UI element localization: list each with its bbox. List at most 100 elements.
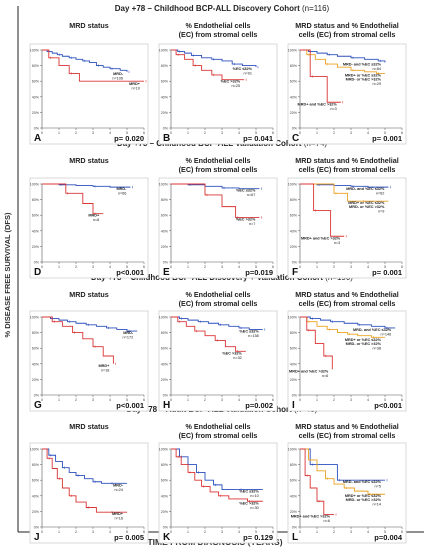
- panel-title: % Endothelial cells: [185, 21, 250, 30]
- series-line: [171, 316, 263, 330]
- series-n: n=10: [131, 86, 140, 90]
- series-line: [42, 448, 127, 484]
- y-tick-label: 0%: [34, 127, 40, 131]
- panel-letter: H: [163, 400, 170, 411]
- x-tick-label: 5: [255, 530, 257, 534]
- series-n: n=7: [249, 222, 255, 226]
- series-label: MRD+: [112, 512, 124, 516]
- series-label: MRD+: [88, 214, 100, 218]
- panel-letter: G: [34, 400, 42, 411]
- y-tick-label: 60%: [290, 479, 298, 483]
- series-label: %EC >32%: [222, 351, 242, 355]
- y-tick-label: 100%: [30, 448, 40, 452]
- x-tick-label: 0: [299, 265, 301, 269]
- x-tick-label: 0: [41, 131, 43, 135]
- x-tick-label: 6: [401, 265, 403, 269]
- x-tick-label: 1: [316, 131, 318, 135]
- panel-letter: E: [163, 267, 170, 278]
- x-tick-label: 1: [58, 131, 60, 135]
- y-tick-label: 80%: [290, 64, 298, 68]
- panel-letter: J: [34, 532, 40, 543]
- panel-box: [287, 442, 407, 544]
- series-line: [42, 49, 144, 82]
- y-tick-label: 100%: [159, 49, 169, 53]
- panel-box: [287, 177, 407, 279]
- x-tick-label: 3: [350, 398, 352, 402]
- panel-B: % Endothelial cells(EC) from stromal cel…: [158, 21, 278, 145]
- x-tick-label: 6: [272, 265, 274, 269]
- y-tick-label: 40%: [161, 229, 169, 233]
- series-label: MRD+ or %EC ≤32%: [345, 73, 382, 77]
- x-tick-label: 5: [126, 530, 128, 534]
- y-tick-label: 100%: [159, 183, 169, 187]
- y-tick-label: 80%: [32, 463, 40, 467]
- x-tick-label: 1: [316, 530, 318, 534]
- series-n: n=62: [376, 192, 385, 196]
- x-tick-label: 0: [299, 131, 301, 135]
- x-tick-label: 3: [221, 530, 223, 534]
- series-line: [171, 316, 246, 352]
- x-tick-label: 5: [384, 265, 386, 269]
- series-label: MRD+: [99, 364, 111, 368]
- y-tick-label: 60%: [32, 214, 40, 218]
- panel-box: [287, 310, 407, 412]
- x-tick-label: 3: [92, 398, 94, 402]
- series-line: [300, 49, 386, 63]
- y-tick-label: 40%: [32, 362, 40, 366]
- y-tick-label: 0%: [292, 261, 298, 265]
- panel-box: [287, 43, 407, 145]
- y-tick-label: 40%: [290, 362, 298, 366]
- panel-box: [29, 43, 149, 145]
- y-tick-label: 100%: [30, 49, 40, 53]
- x-tick-label: 0: [41, 398, 43, 402]
- x-tick-label: 1: [58, 398, 60, 402]
- x-tick-label: 6: [143, 265, 145, 269]
- x-tick-label: 3: [92, 131, 94, 135]
- series-n: n=10: [250, 494, 259, 498]
- p-value: p<0.001: [374, 401, 402, 410]
- cohort-n: (n=116): [302, 4, 330, 13]
- x-tick-label: 2: [75, 398, 77, 402]
- panel-box: [158, 43, 278, 145]
- series-line: [300, 316, 333, 370]
- series-n: n=9: [378, 210, 384, 214]
- y-tick-label: 100%: [30, 183, 40, 187]
- series-label: MRD-: [113, 483, 124, 487]
- y-tick-label: 80%: [290, 198, 298, 202]
- x-tick-label: 6: [401, 131, 403, 135]
- series-line: [171, 448, 263, 502]
- y-tick-label: 80%: [161, 331, 169, 335]
- panel-title: MRD status: [69, 290, 109, 299]
- y-tick-label: 20%: [290, 378, 298, 382]
- y-tick-label: 40%: [290, 229, 298, 233]
- panel-box: [158, 177, 278, 279]
- series-n: n=18: [101, 368, 110, 372]
- series-label: MRD-: [116, 187, 127, 191]
- series-n: n=29: [372, 82, 381, 86]
- y-tick-label: 80%: [161, 198, 169, 202]
- y-tick-label: 0%: [292, 394, 298, 398]
- series-label: MRD- or %EC >32%: [346, 498, 382, 502]
- x-tick-label: 4: [238, 398, 240, 402]
- x-tick-label: 5: [126, 265, 128, 269]
- series-line: [300, 448, 385, 495]
- series-n: n=32: [233, 356, 242, 360]
- y-tick-label: 80%: [161, 64, 169, 68]
- y-tick-label: 60%: [161, 80, 169, 84]
- series-n: n=66: [118, 192, 127, 196]
- p-value: p= 0.001: [372, 134, 402, 143]
- panel-title: cells (EC) from stromal cells: [299, 431, 396, 440]
- panel-title: MRD status and % Endothelial: [295, 21, 398, 30]
- panel-title: (EC) from stromal cells: [179, 299, 258, 308]
- y-tick-label: 0%: [34, 261, 40, 265]
- p-value: p=0.004: [374, 533, 403, 542]
- y-tick-label: 100%: [159, 316, 169, 320]
- y-tick-label: 40%: [290, 494, 298, 498]
- x-tick-label: 4: [109, 398, 111, 402]
- y-tick-label: 20%: [161, 510, 169, 514]
- series-label: MRD- or %EC >32%: [349, 205, 385, 209]
- series-label: MRD+ and %EC >32%: [289, 369, 329, 373]
- x-tick-label: 1: [187, 530, 189, 534]
